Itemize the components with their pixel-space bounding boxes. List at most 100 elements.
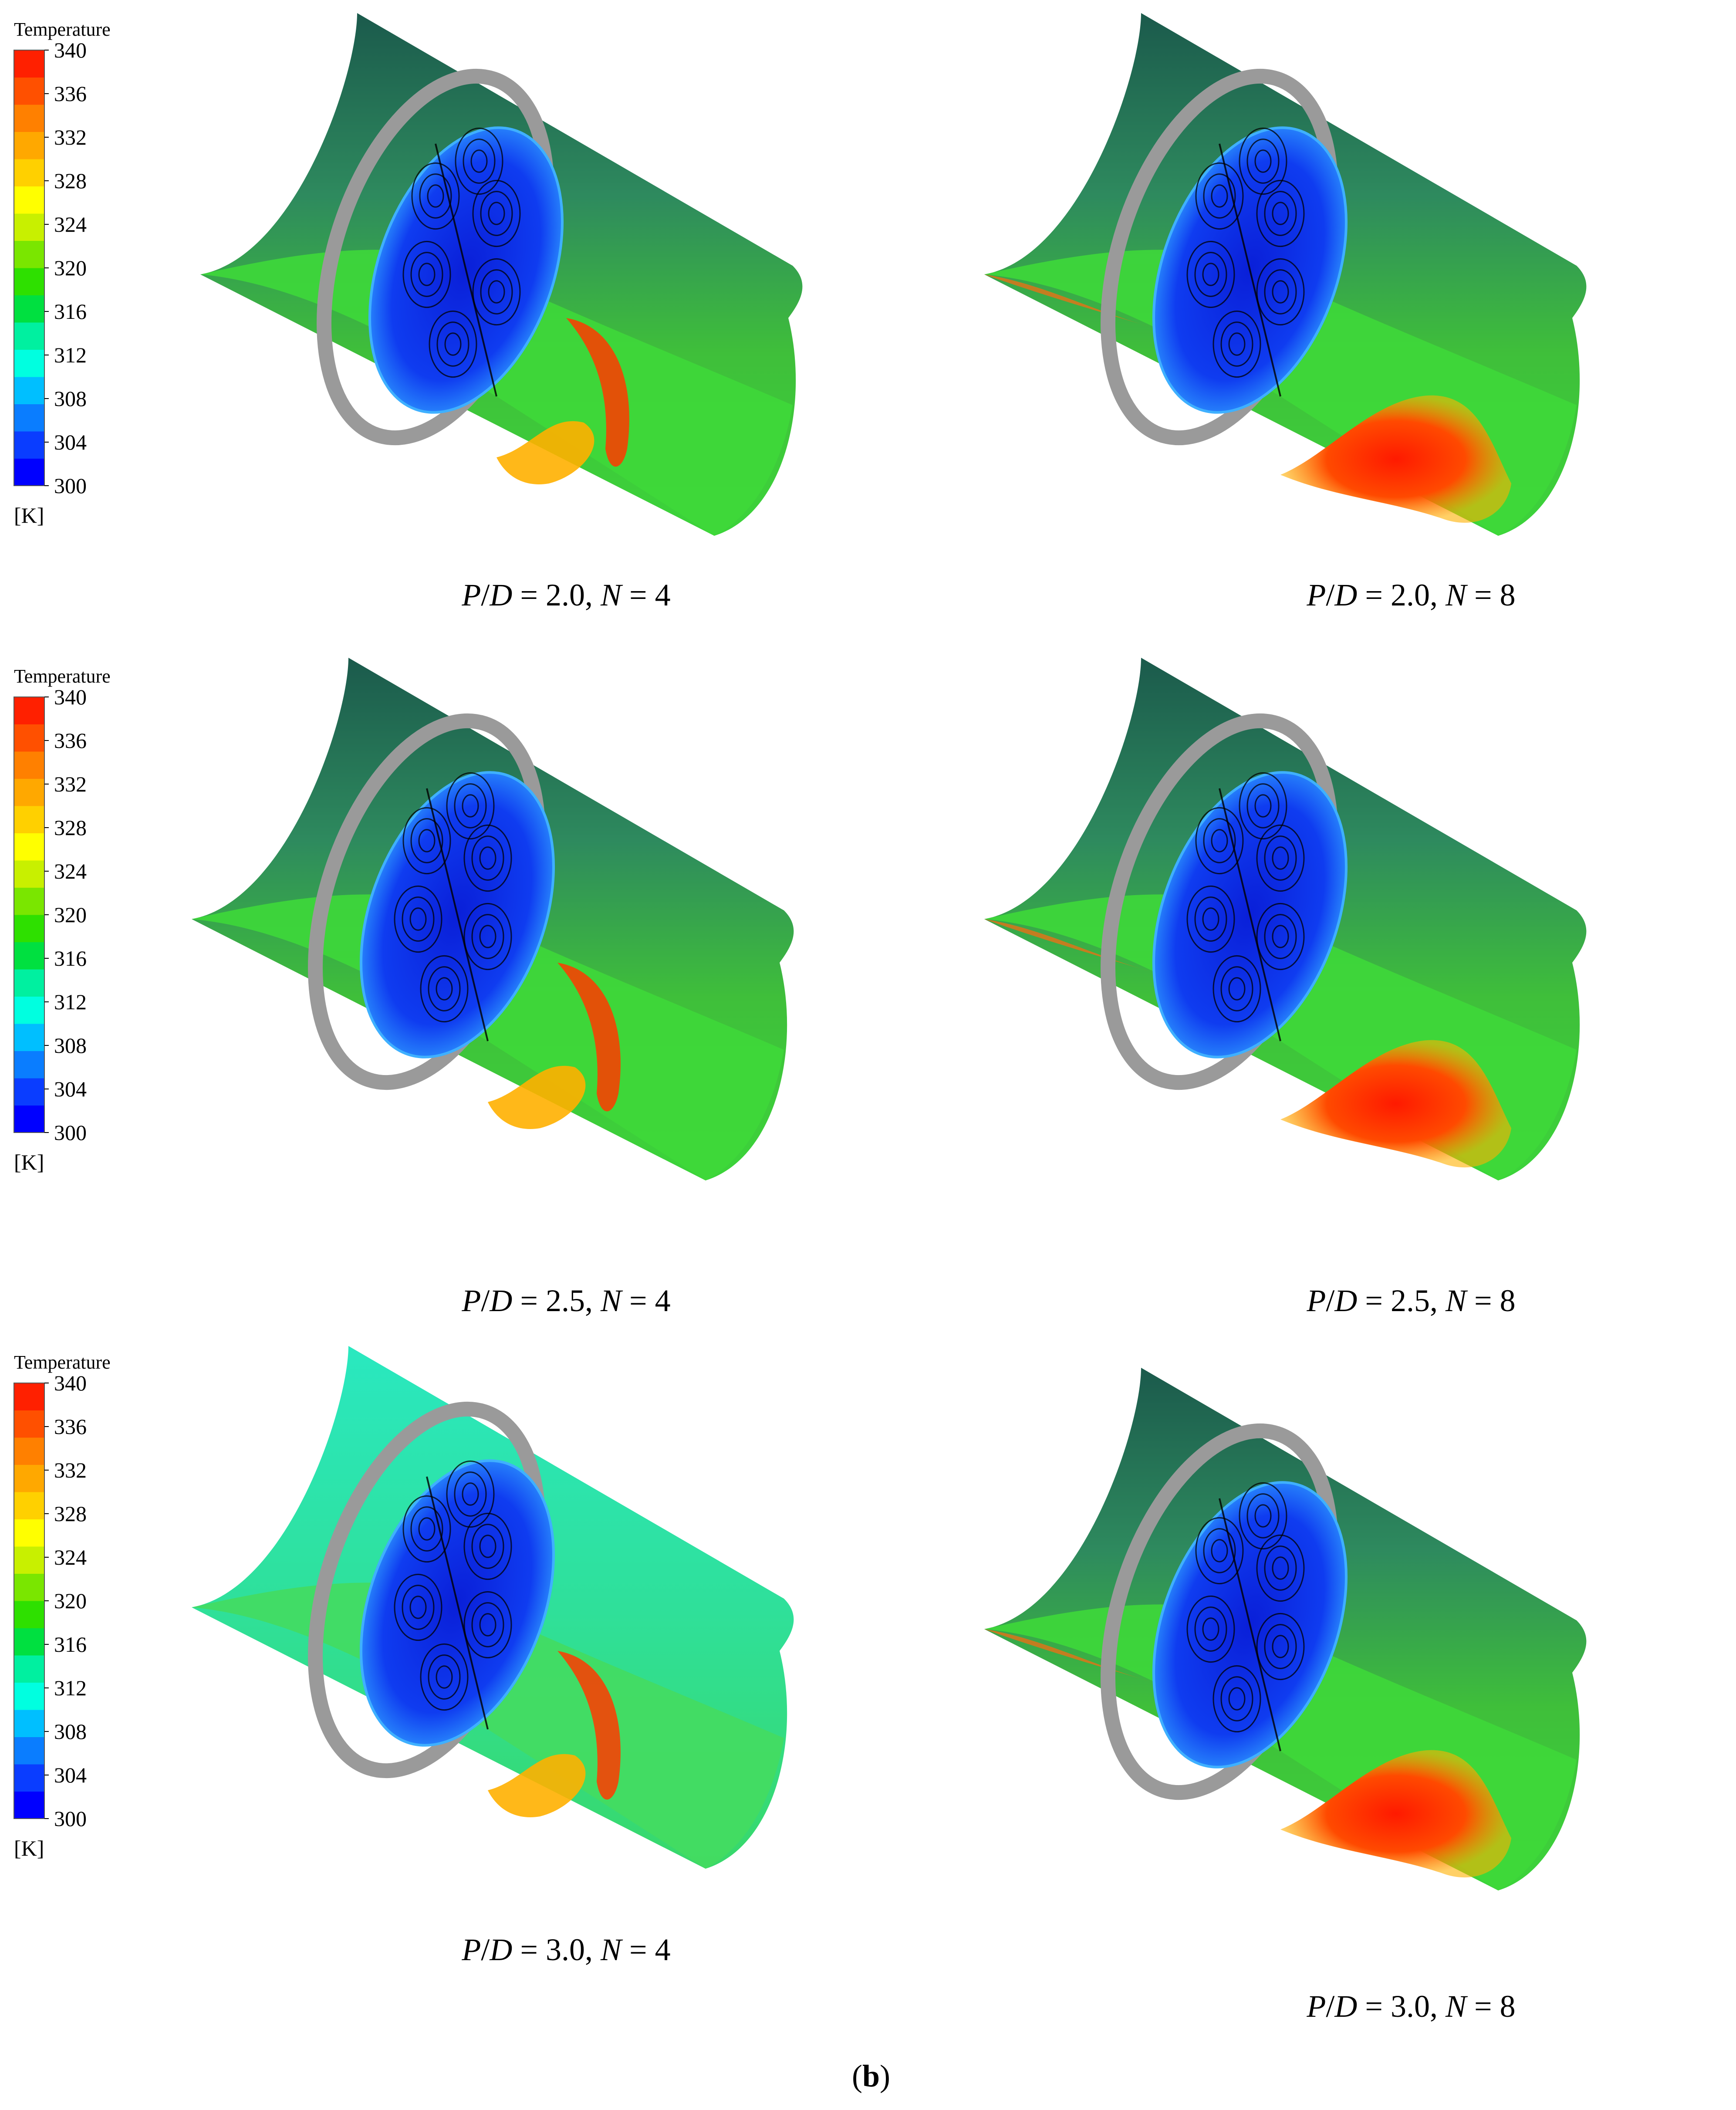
streamline-vortex bbox=[1264, 914, 1297, 959]
streamline-vortex bbox=[471, 1524, 504, 1569]
streamline-vortex bbox=[444, 332, 462, 356]
legend-color-segment bbox=[14, 1024, 44, 1051]
hot-plume bbox=[1280, 1750, 1511, 1878]
streamline-vortex bbox=[428, 966, 461, 1011]
legend-tick-label: 304 bbox=[54, 430, 87, 454]
streamline-vortex bbox=[1254, 149, 1272, 173]
streamline-vortex bbox=[463, 903, 512, 970]
legend-color-segment bbox=[14, 50, 44, 78]
streamline-vortex bbox=[463, 824, 512, 892]
streamline-vortex bbox=[470, 149, 488, 173]
streamline-vortex bbox=[410, 1506, 443, 1552]
streamline-vortex bbox=[402, 896, 435, 942]
legend-color-segment bbox=[14, 996, 44, 1024]
legend-color-segment bbox=[14, 213, 44, 241]
streamline-vortex bbox=[394, 1573, 442, 1641]
hot-plume bbox=[1280, 1040, 1511, 1168]
legend-color-segment bbox=[14, 1464, 44, 1492]
legend-color-segment bbox=[14, 751, 44, 779]
hot-plume bbox=[1280, 395, 1511, 523]
streamline-vortex bbox=[409, 1596, 427, 1619]
streamline-axis bbox=[1219, 143, 1281, 397]
streamline-vortex bbox=[1194, 252, 1227, 297]
streamline-vortex bbox=[472, 258, 521, 326]
streamline-vortex bbox=[1254, 794, 1272, 818]
legend-color-segment bbox=[14, 724, 44, 752]
streamline-vortex bbox=[1228, 1687, 1246, 1711]
streamline-vortex bbox=[1254, 1504, 1272, 1528]
streamline-vortex bbox=[402, 1495, 451, 1563]
legend-tick-label: 340 bbox=[54, 38, 87, 62]
legend-tick-label: 324 bbox=[54, 859, 87, 883]
legend-color-segment bbox=[14, 1573, 44, 1601]
legend-tick-label: 308 bbox=[54, 1719, 87, 1744]
streamline-vortex bbox=[480, 191, 513, 236]
streamline-vortex bbox=[429, 310, 477, 378]
streamline-vortex bbox=[1194, 1606, 1227, 1652]
legend-tick-label: 304 bbox=[54, 1763, 87, 1787]
legend-unit: [K] bbox=[14, 1150, 44, 1174]
legend-tick-label: 340 bbox=[54, 1371, 87, 1395]
streamline-vortex bbox=[1256, 258, 1305, 326]
legend-color-segment bbox=[14, 1078, 44, 1106]
streamline-vortex bbox=[1264, 269, 1297, 314]
legend-tick-label: 300 bbox=[54, 473, 87, 498]
legend-color-segment bbox=[14, 1105, 44, 1133]
legend-color-segment bbox=[14, 1437, 44, 1465]
legend-color-segment bbox=[14, 1710, 44, 1737]
legend-color-segment bbox=[14, 77, 44, 105]
legend-color-segment bbox=[14, 268, 44, 295]
streamline-vortex bbox=[402, 240, 451, 308]
streamline-vortex bbox=[420, 955, 469, 1023]
legend-title: Temperature bbox=[14, 1352, 111, 1373]
pipe-panel bbox=[192, 658, 794, 1180]
legend-tick-label: 304 bbox=[54, 1077, 87, 1101]
legend-color-segment bbox=[14, 942, 44, 970]
streamline-vortex bbox=[402, 1585, 435, 1630]
streamline-vortex bbox=[1264, 1624, 1297, 1669]
streamline-vortex bbox=[446, 772, 495, 840]
streamline-vortex bbox=[1212, 1665, 1261, 1733]
legend-color-segment bbox=[14, 1519, 44, 1547]
streamline-vortex bbox=[1195, 1517, 1244, 1585]
streamline-vortex bbox=[471, 1602, 504, 1647]
legend-color-segment bbox=[14, 1737, 44, 1765]
legend-color-segment bbox=[14, 1546, 44, 1574]
streamline-vortex bbox=[1228, 977, 1246, 1001]
streamline-axis bbox=[426, 788, 489, 1041]
legend-color-segment bbox=[14, 969, 44, 997]
streamline-vortex bbox=[428, 1654, 461, 1700]
streamline-vortex bbox=[1256, 1613, 1305, 1681]
legend-tick-label: 316 bbox=[54, 299, 87, 324]
streamline-vortex bbox=[1194, 896, 1227, 942]
streamline-vortex bbox=[410, 252, 443, 297]
legend-tick-label: 336 bbox=[54, 1414, 87, 1439]
pipe-panel bbox=[984, 658, 1587, 1180]
streamline-vortex bbox=[1264, 1545, 1297, 1591]
legend-tick-label: 300 bbox=[54, 1806, 87, 1831]
legend-color-segment bbox=[14, 377, 44, 404]
pipe-panel bbox=[192, 1346, 794, 1869]
legend-tick-label: 320 bbox=[54, 1589, 87, 1613]
legend-unit: [K] bbox=[14, 1836, 44, 1860]
legend-color-segment bbox=[14, 186, 44, 214]
legend-tick-label: 316 bbox=[54, 946, 87, 970]
streamline-vortex bbox=[394, 885, 442, 953]
legend-tick-label: 312 bbox=[54, 990, 87, 1014]
legend-tick-label: 312 bbox=[54, 343, 87, 367]
legend-color-segment bbox=[14, 295, 44, 323]
hot-spot bbox=[496, 421, 594, 484]
panel-caption: P/D = 2.5, N = 8 bbox=[1306, 1283, 1515, 1318]
streamline-vortex bbox=[1202, 907, 1219, 931]
streamline-vortex bbox=[1246, 1493, 1280, 1539]
legend-color-segment bbox=[14, 887, 44, 915]
legend-color-segment bbox=[14, 778, 44, 806]
streamline-axis bbox=[1219, 788, 1281, 1041]
legend-tick-label: 320 bbox=[54, 903, 87, 927]
legend-color-segment bbox=[14, 833, 44, 861]
streamline-vortex bbox=[1256, 179, 1305, 247]
legend-color-segment bbox=[14, 1764, 44, 1792]
